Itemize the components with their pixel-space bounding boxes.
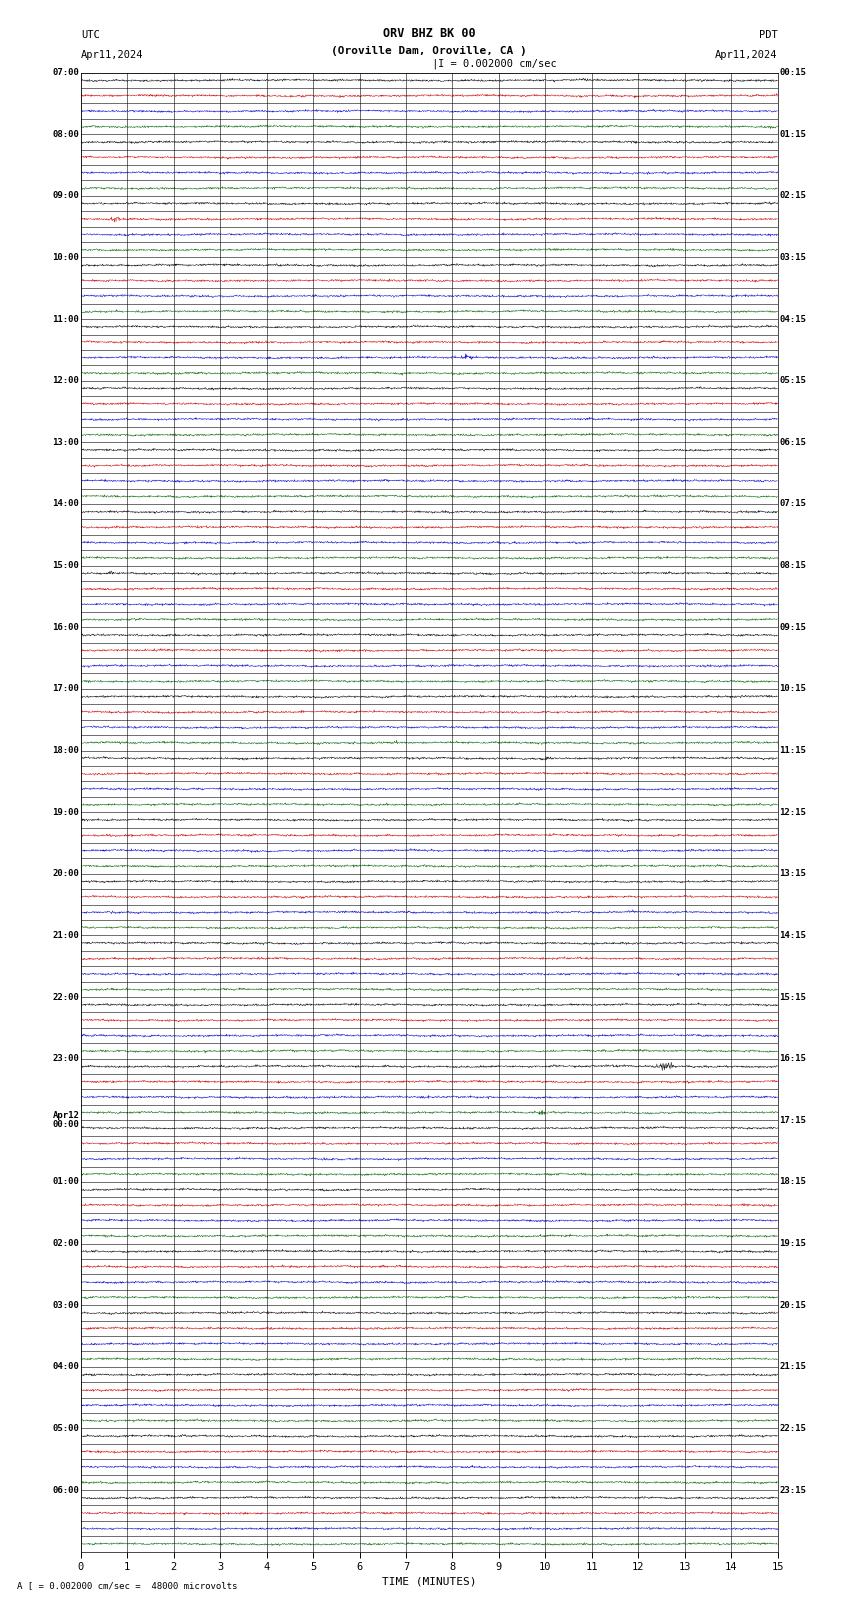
Text: 10:00: 10:00 [53, 253, 79, 261]
Text: 10:15: 10:15 [779, 684, 806, 694]
Text: 07:15: 07:15 [779, 500, 806, 508]
Text: Apr11,2024: Apr11,2024 [81, 50, 144, 60]
Text: 13:15: 13:15 [779, 869, 806, 877]
Text: 03:00: 03:00 [53, 1300, 79, 1310]
Text: 15:15: 15:15 [779, 992, 806, 1002]
Text: I = 0.002000 cm/sec: I = 0.002000 cm/sec [438, 60, 557, 69]
Text: 03:15: 03:15 [779, 253, 806, 261]
Text: 19:00: 19:00 [53, 808, 79, 816]
Text: 05:15: 05:15 [779, 376, 806, 386]
Text: |: | [431, 58, 438, 69]
Text: 12:15: 12:15 [779, 808, 806, 816]
Text: 06:00: 06:00 [53, 1486, 79, 1495]
Text: 23:00: 23:00 [53, 1055, 79, 1063]
Text: 01:15: 01:15 [779, 129, 806, 139]
Text: 07:00: 07:00 [53, 68, 79, 77]
Text: 09:00: 09:00 [53, 192, 79, 200]
Text: 05:00: 05:00 [53, 1424, 79, 1432]
Text: 13:00: 13:00 [53, 437, 79, 447]
Text: UTC: UTC [81, 31, 99, 40]
Text: 18:00: 18:00 [53, 747, 79, 755]
Text: 20:15: 20:15 [779, 1300, 806, 1310]
Text: (Oroville Dam, Oroville, CA ): (Oroville Dam, Oroville, CA ) [332, 47, 527, 56]
Text: 17:15: 17:15 [779, 1116, 806, 1124]
Text: 22:00: 22:00 [53, 992, 79, 1002]
Text: 08:15: 08:15 [779, 561, 806, 569]
Text: 14:00: 14:00 [53, 500, 79, 508]
Text: 17:00: 17:00 [53, 684, 79, 694]
Text: Apr11,2024: Apr11,2024 [715, 50, 778, 60]
Text: 22:15: 22:15 [779, 1424, 806, 1432]
Text: 14:15: 14:15 [779, 931, 806, 940]
Text: 00:15: 00:15 [779, 68, 806, 77]
Text: 16:00: 16:00 [53, 623, 79, 632]
Text: 16:15: 16:15 [779, 1055, 806, 1063]
Text: 19:15: 19:15 [779, 1239, 806, 1248]
Text: 18:15: 18:15 [779, 1177, 806, 1187]
Text: 11:00: 11:00 [53, 315, 79, 324]
Text: 01:00: 01:00 [53, 1177, 79, 1187]
Text: ORV BHZ BK 00: ORV BHZ BK 00 [383, 27, 475, 40]
Text: 09:15: 09:15 [779, 623, 806, 632]
Text: Apr12: Apr12 [53, 1111, 79, 1121]
Text: 20:00: 20:00 [53, 869, 79, 877]
Text: 02:15: 02:15 [779, 192, 806, 200]
Text: 15:00: 15:00 [53, 561, 79, 569]
Text: 08:00: 08:00 [53, 129, 79, 139]
X-axis label: TIME (MINUTES): TIME (MINUTES) [382, 1576, 477, 1586]
Text: 12:00: 12:00 [53, 376, 79, 386]
Text: 06:15: 06:15 [779, 437, 806, 447]
Text: 04:00: 04:00 [53, 1363, 79, 1371]
Text: PDT: PDT [759, 31, 778, 40]
Text: 02:00: 02:00 [53, 1239, 79, 1248]
Text: A [ = 0.002000 cm/sec =  48000 microvolts: A [ = 0.002000 cm/sec = 48000 microvolts [17, 1581, 237, 1590]
Text: 21:00: 21:00 [53, 931, 79, 940]
Text: 23:15: 23:15 [779, 1486, 806, 1495]
Text: 11:15: 11:15 [779, 747, 806, 755]
Text: 04:15: 04:15 [779, 315, 806, 324]
Text: 00:00: 00:00 [53, 1121, 79, 1129]
Text: 21:15: 21:15 [779, 1363, 806, 1371]
